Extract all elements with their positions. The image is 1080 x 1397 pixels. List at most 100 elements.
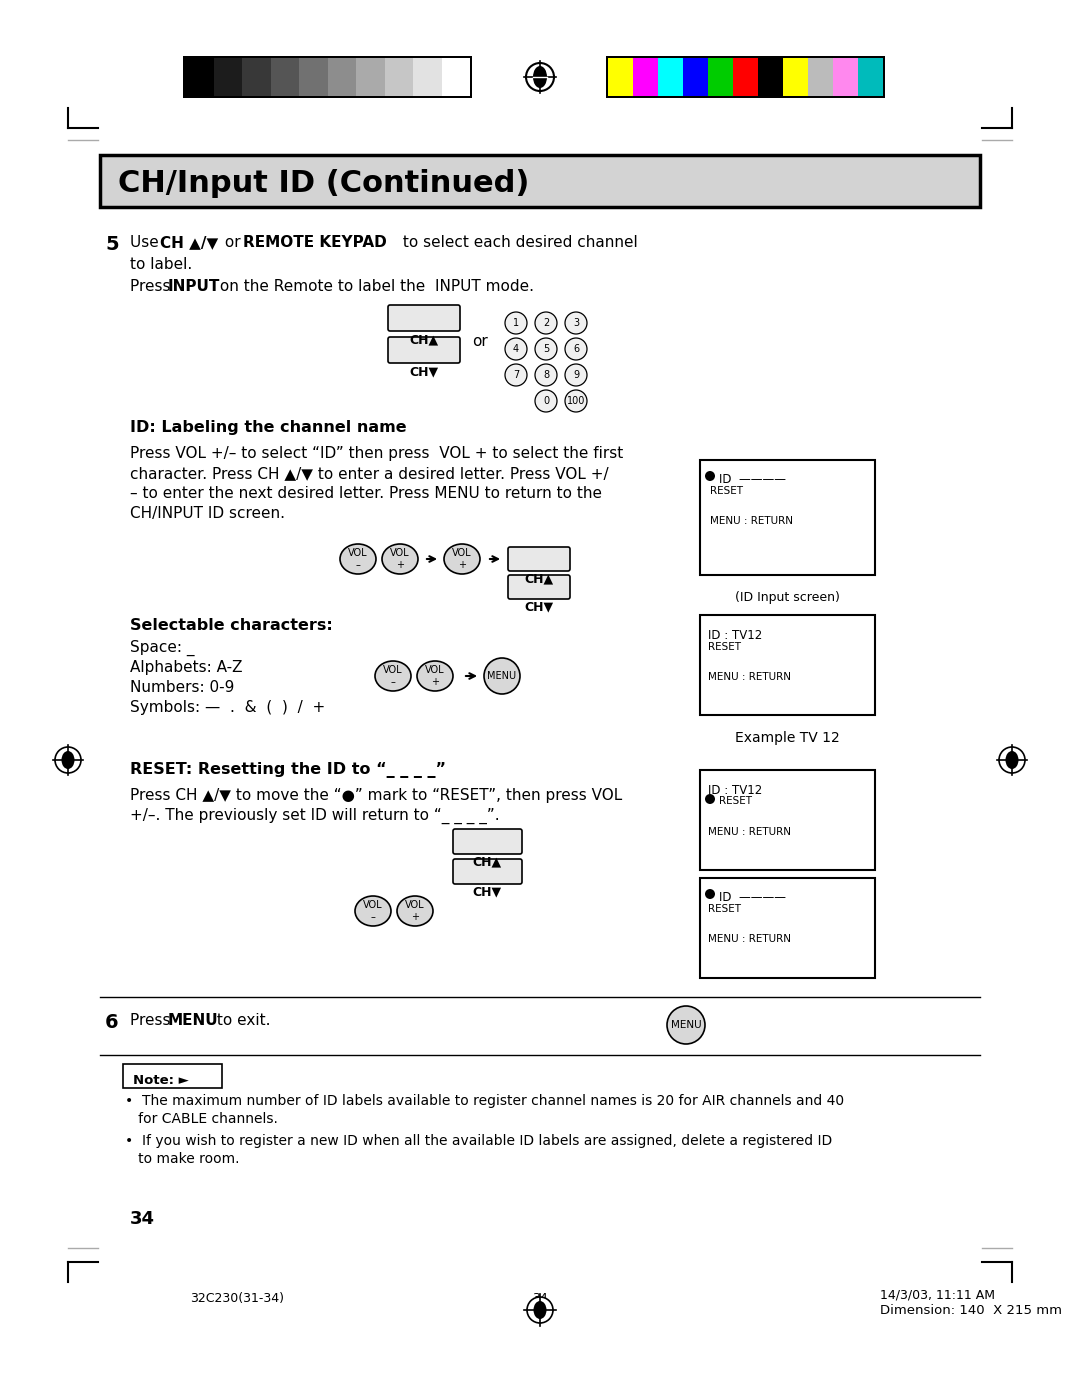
Text: INPUT: INPUT xyxy=(168,279,220,293)
Text: CH▲: CH▲ xyxy=(409,334,438,346)
Circle shape xyxy=(535,365,557,386)
Circle shape xyxy=(484,658,519,694)
Bar xyxy=(100,155,980,207)
Text: 7: 7 xyxy=(513,370,519,380)
Circle shape xyxy=(705,793,715,805)
Circle shape xyxy=(505,365,527,386)
Bar xyxy=(356,59,384,96)
Text: Space: _: Space: _ xyxy=(130,640,194,657)
Text: Press: Press xyxy=(130,1013,175,1028)
Ellipse shape xyxy=(382,543,418,574)
Text: CH/INPUT ID screen.: CH/INPUT ID screen. xyxy=(130,506,285,521)
Text: 34: 34 xyxy=(130,1210,156,1228)
Text: Note: ►: Note: ► xyxy=(133,1074,189,1087)
FancyBboxPatch shape xyxy=(388,305,460,331)
Bar xyxy=(327,59,356,96)
Bar xyxy=(214,59,242,96)
Text: +/–. The previously set ID will return to “_ _ _ _”.: +/–. The previously set ID will return t… xyxy=(130,807,500,824)
Circle shape xyxy=(535,312,557,334)
Text: for CABLE channels.: for CABLE channels. xyxy=(125,1112,278,1126)
Circle shape xyxy=(565,338,588,360)
Text: CH▼: CH▼ xyxy=(409,366,438,379)
Bar xyxy=(299,59,327,96)
Text: MENU : RETURN: MENU : RETURN xyxy=(708,935,791,944)
Text: VOL
+: VOL + xyxy=(405,900,424,922)
Text: to exit.: to exit. xyxy=(212,1013,270,1028)
FancyBboxPatch shape xyxy=(453,828,522,854)
Text: 6: 6 xyxy=(105,1013,119,1032)
Circle shape xyxy=(535,338,557,360)
Text: character. Press CH ▲/▼ to enter a desired letter. Press VOL +/: character. Press CH ▲/▼ to enter a desir… xyxy=(130,467,609,481)
Bar xyxy=(758,59,783,96)
Bar xyxy=(185,59,214,96)
Text: (ID Input screen): (ID Input screen) xyxy=(735,591,840,604)
Text: Dimension: 140  X 215 mm: Dimension: 140 X 215 mm xyxy=(880,1303,1062,1317)
Bar xyxy=(708,59,733,96)
Circle shape xyxy=(667,1006,705,1044)
Text: 32C230(31-34): 32C230(31-34) xyxy=(190,1292,284,1305)
Text: REMOTE KEYPAD: REMOTE KEYPAD xyxy=(243,235,387,250)
Text: 34: 34 xyxy=(532,1292,548,1305)
Text: 1: 1 xyxy=(513,319,519,328)
Text: RESET: Resetting the ID to “_ _ _ _”: RESET: Resetting the ID to “_ _ _ _” xyxy=(130,761,446,778)
Text: 2: 2 xyxy=(543,319,549,328)
Text: 8: 8 xyxy=(543,370,549,380)
Text: 9: 9 xyxy=(572,370,579,380)
Bar xyxy=(442,59,470,96)
FancyBboxPatch shape xyxy=(508,576,570,599)
Text: ID : TV12: ID : TV12 xyxy=(708,784,762,798)
Bar xyxy=(183,56,472,98)
Text: on the Remote to label the  INPUT mode.: on the Remote to label the INPUT mode. xyxy=(215,279,534,293)
Circle shape xyxy=(55,747,81,773)
Text: 5: 5 xyxy=(105,235,119,254)
Circle shape xyxy=(527,1296,553,1323)
Bar xyxy=(608,59,633,96)
Text: VOL
+: VOL + xyxy=(390,548,409,570)
Text: VOL
–: VOL – xyxy=(383,665,403,687)
Text: to label.: to label. xyxy=(130,257,192,272)
Circle shape xyxy=(705,471,715,481)
Text: ID  ————: ID ———— xyxy=(719,891,786,904)
Circle shape xyxy=(565,390,588,412)
Text: MENU : RETURN: MENU : RETURN xyxy=(708,827,791,837)
Bar xyxy=(384,59,413,96)
Circle shape xyxy=(999,747,1025,773)
Bar xyxy=(700,460,875,576)
Text: •  The maximum number of ID labels available to register channel names is 20 for: • The maximum number of ID labels availa… xyxy=(125,1094,845,1108)
Circle shape xyxy=(565,312,588,334)
Circle shape xyxy=(505,338,527,360)
Bar xyxy=(270,59,299,96)
Bar xyxy=(242,59,270,96)
Circle shape xyxy=(535,390,557,412)
Text: CH▼: CH▼ xyxy=(525,601,554,613)
Text: VOL
+: VOL + xyxy=(453,548,472,570)
Text: Numbers: 0-9: Numbers: 0-9 xyxy=(130,680,234,694)
FancyBboxPatch shape xyxy=(388,337,460,363)
Text: 0: 0 xyxy=(543,395,549,407)
Ellipse shape xyxy=(355,895,391,926)
Text: 5: 5 xyxy=(543,344,549,353)
Text: RESET: RESET xyxy=(708,643,741,652)
Text: MENU: MENU xyxy=(671,1020,701,1030)
Bar xyxy=(413,59,442,96)
Ellipse shape xyxy=(534,66,546,88)
Text: MENU : RETURN: MENU : RETURN xyxy=(710,515,793,527)
Text: or: or xyxy=(220,235,245,250)
Bar xyxy=(783,59,808,96)
Text: – to enter the next desired letter. Press MENU to return to the: – to enter the next desired letter. Pres… xyxy=(130,486,602,502)
Circle shape xyxy=(505,312,527,334)
Bar xyxy=(683,59,708,96)
Circle shape xyxy=(705,888,715,900)
Text: 3: 3 xyxy=(572,319,579,328)
Bar xyxy=(658,59,683,96)
Ellipse shape xyxy=(340,543,376,574)
Text: ID : TV12: ID : TV12 xyxy=(708,629,762,643)
Text: MENU: MENU xyxy=(487,671,516,680)
Text: RESET: RESET xyxy=(710,486,743,496)
Bar xyxy=(833,59,858,96)
FancyBboxPatch shape xyxy=(123,1065,222,1088)
Bar xyxy=(606,56,885,98)
Ellipse shape xyxy=(375,661,411,692)
Text: Example TV 12: Example TV 12 xyxy=(735,731,840,745)
Text: MENU: MENU xyxy=(168,1013,218,1028)
